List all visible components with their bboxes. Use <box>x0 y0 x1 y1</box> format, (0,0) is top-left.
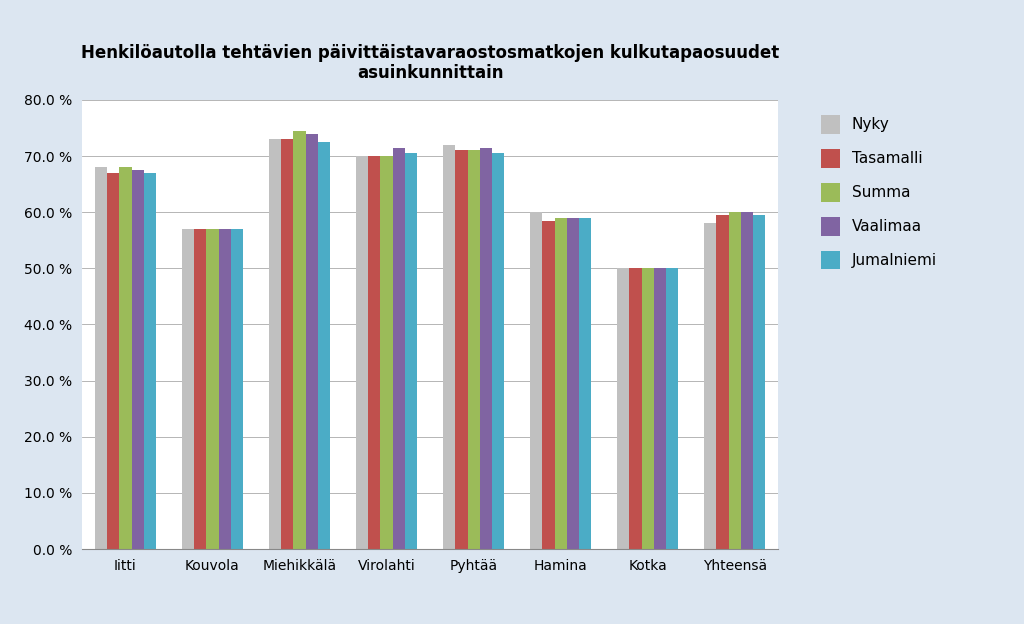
Bar <box>566 218 579 549</box>
Bar <box>120 167 131 549</box>
Bar <box>740 212 753 549</box>
Legend: Nyky, Tasamalli, Summa, Vaalimaa, Jumalniemi: Nyky, Tasamalli, Summa, Vaalimaa, Jumaln… <box>814 107 945 277</box>
Bar <box>530 212 543 549</box>
Bar <box>182 229 195 549</box>
Bar <box>717 215 729 549</box>
Bar <box>218 229 230 549</box>
Bar <box>95 167 108 549</box>
Bar <box>317 142 330 549</box>
Bar <box>642 268 653 549</box>
Bar <box>282 139 294 549</box>
Bar <box>492 154 504 549</box>
Bar <box>230 229 243 549</box>
Bar <box>143 173 156 549</box>
Bar <box>392 148 404 549</box>
Bar <box>705 223 717 549</box>
Bar <box>630 268 642 549</box>
Text: Henkilöautolla tehtävien päivittäistavaraostosmatkojen kulkutapaosuudet
asuinkun: Henkilöautolla tehtävien päivittäistavar… <box>81 44 779 82</box>
Bar <box>195 229 207 549</box>
Bar <box>404 154 417 549</box>
Bar <box>381 156 392 549</box>
Bar <box>543 221 555 549</box>
Bar <box>294 131 305 549</box>
Bar <box>579 218 591 549</box>
Bar <box>356 156 369 549</box>
Bar <box>369 156 381 549</box>
Bar <box>207 229 218 549</box>
Bar <box>131 170 143 549</box>
Bar <box>456 150 468 549</box>
Bar <box>305 134 317 549</box>
Bar <box>729 212 740 549</box>
Bar <box>617 268 630 549</box>
Bar <box>753 215 765 549</box>
Bar <box>443 145 456 549</box>
Bar <box>269 139 282 549</box>
Bar <box>479 148 492 549</box>
Bar <box>468 150 479 549</box>
Bar <box>555 218 566 549</box>
Bar <box>108 173 120 549</box>
Bar <box>653 268 666 549</box>
Bar <box>666 268 678 549</box>
